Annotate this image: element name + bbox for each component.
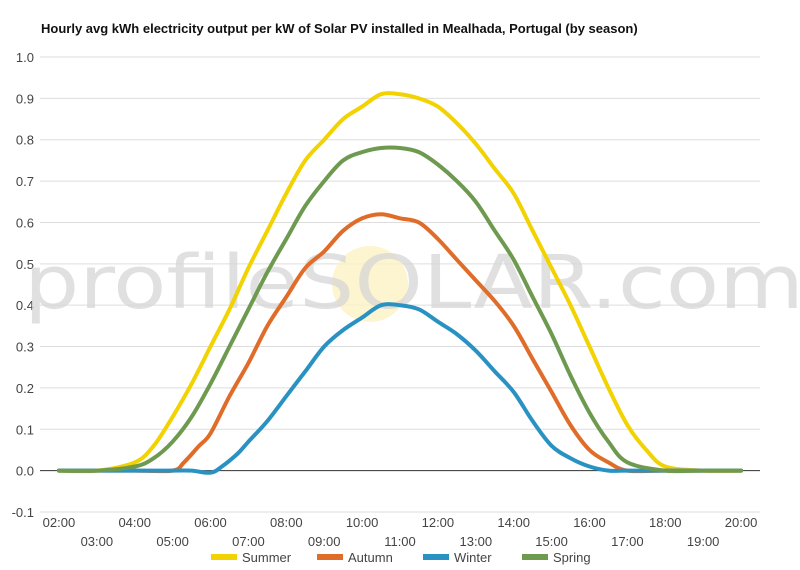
y-tick-label: -0.1 — [12, 505, 34, 520]
legend: Summer Autumn Winter Spring — [211, 550, 591, 565]
x-tick-label: 16:00 — [573, 515, 606, 530]
series-line-autumn — [56, 212, 744, 474]
watermark: profileSOLAR.com — [24, 240, 800, 326]
series-lines — [56, 91, 744, 475]
legend-swatch-autumn — [317, 554, 343, 560]
legend-swatch-spring — [522, 554, 548, 560]
x-tick-label: 04:00 — [118, 515, 151, 530]
series-line-summer — [56, 91, 744, 474]
y-tick-label: 0.6 — [16, 215, 34, 230]
y-axis-ticks: 1.0 0.9 0.8 0.7 0.6 0.5 0.4 0.3 0.2 0.1 0.0 -0.1 — [12, 50, 34, 520]
x-tick-label: 14:00 — [497, 515, 530, 530]
y-tick-label: 1.0 — [16, 50, 34, 65]
x-tick-label: 05:00 — [156, 534, 189, 549]
x-tick-label: 03:00 — [81, 534, 114, 549]
x-tick-label: 07:00 — [232, 534, 265, 549]
watermark-text: profileSOLAR.com — [24, 240, 800, 326]
x-axis-ticks: 02:00 03:00 04:00 05:00 06:00 07:00 08:00 09:00… — [43, 515, 758, 549]
y-tick-label: 0.8 — [16, 133, 34, 148]
x-tick-label: 20:00 — [725, 515, 758, 530]
series-line-winter — [56, 302, 744, 475]
y-tick-label: 0.3 — [16, 340, 34, 355]
y-tick-label: 0.5 — [16, 257, 34, 272]
x-tick-label: 13:00 — [460, 534, 493, 549]
legend-swatch-summer — [211, 554, 237, 560]
y-tick-label: 0.4 — [16, 298, 34, 313]
y-tick-label: 0.2 — [16, 381, 34, 396]
x-tick-label: 11:00 — [384, 534, 416, 549]
x-tick-label: 09:00 — [308, 534, 341, 549]
x-tick-label: 12:00 — [422, 515, 455, 530]
y-tick-label: 0.9 — [16, 91, 34, 106]
legend-label-spring: Spring — [553, 550, 591, 565]
x-tick-label: 02:00 — [43, 515, 76, 530]
legend-label-winter: Winter — [454, 550, 492, 565]
x-tick-label: 06:00 — [194, 515, 227, 530]
chart-title: Hourly avg kWh electricity output per kW… — [41, 21, 638, 36]
legend-label-summer: Summer — [242, 550, 292, 565]
x-tick-label: 19:00 — [687, 534, 720, 549]
y-tick-label: 0.1 — [16, 422, 34, 437]
y-tick-label: 0.7 — [16, 174, 34, 189]
series-line-spring — [56, 145, 744, 474]
x-tick-label: 10:00 — [346, 515, 379, 530]
x-tick-label: 08:00 — [270, 515, 303, 530]
legend-label-autumn: Autumn — [348, 550, 393, 565]
x-tick-label: 15:00 — [535, 534, 568, 549]
x-tick-label: 17:00 — [611, 534, 644, 549]
x-tick-label: 18:00 — [649, 515, 682, 530]
y-tick-label: 0.0 — [16, 464, 34, 479]
legend-swatch-winter — [423, 554, 449, 560]
